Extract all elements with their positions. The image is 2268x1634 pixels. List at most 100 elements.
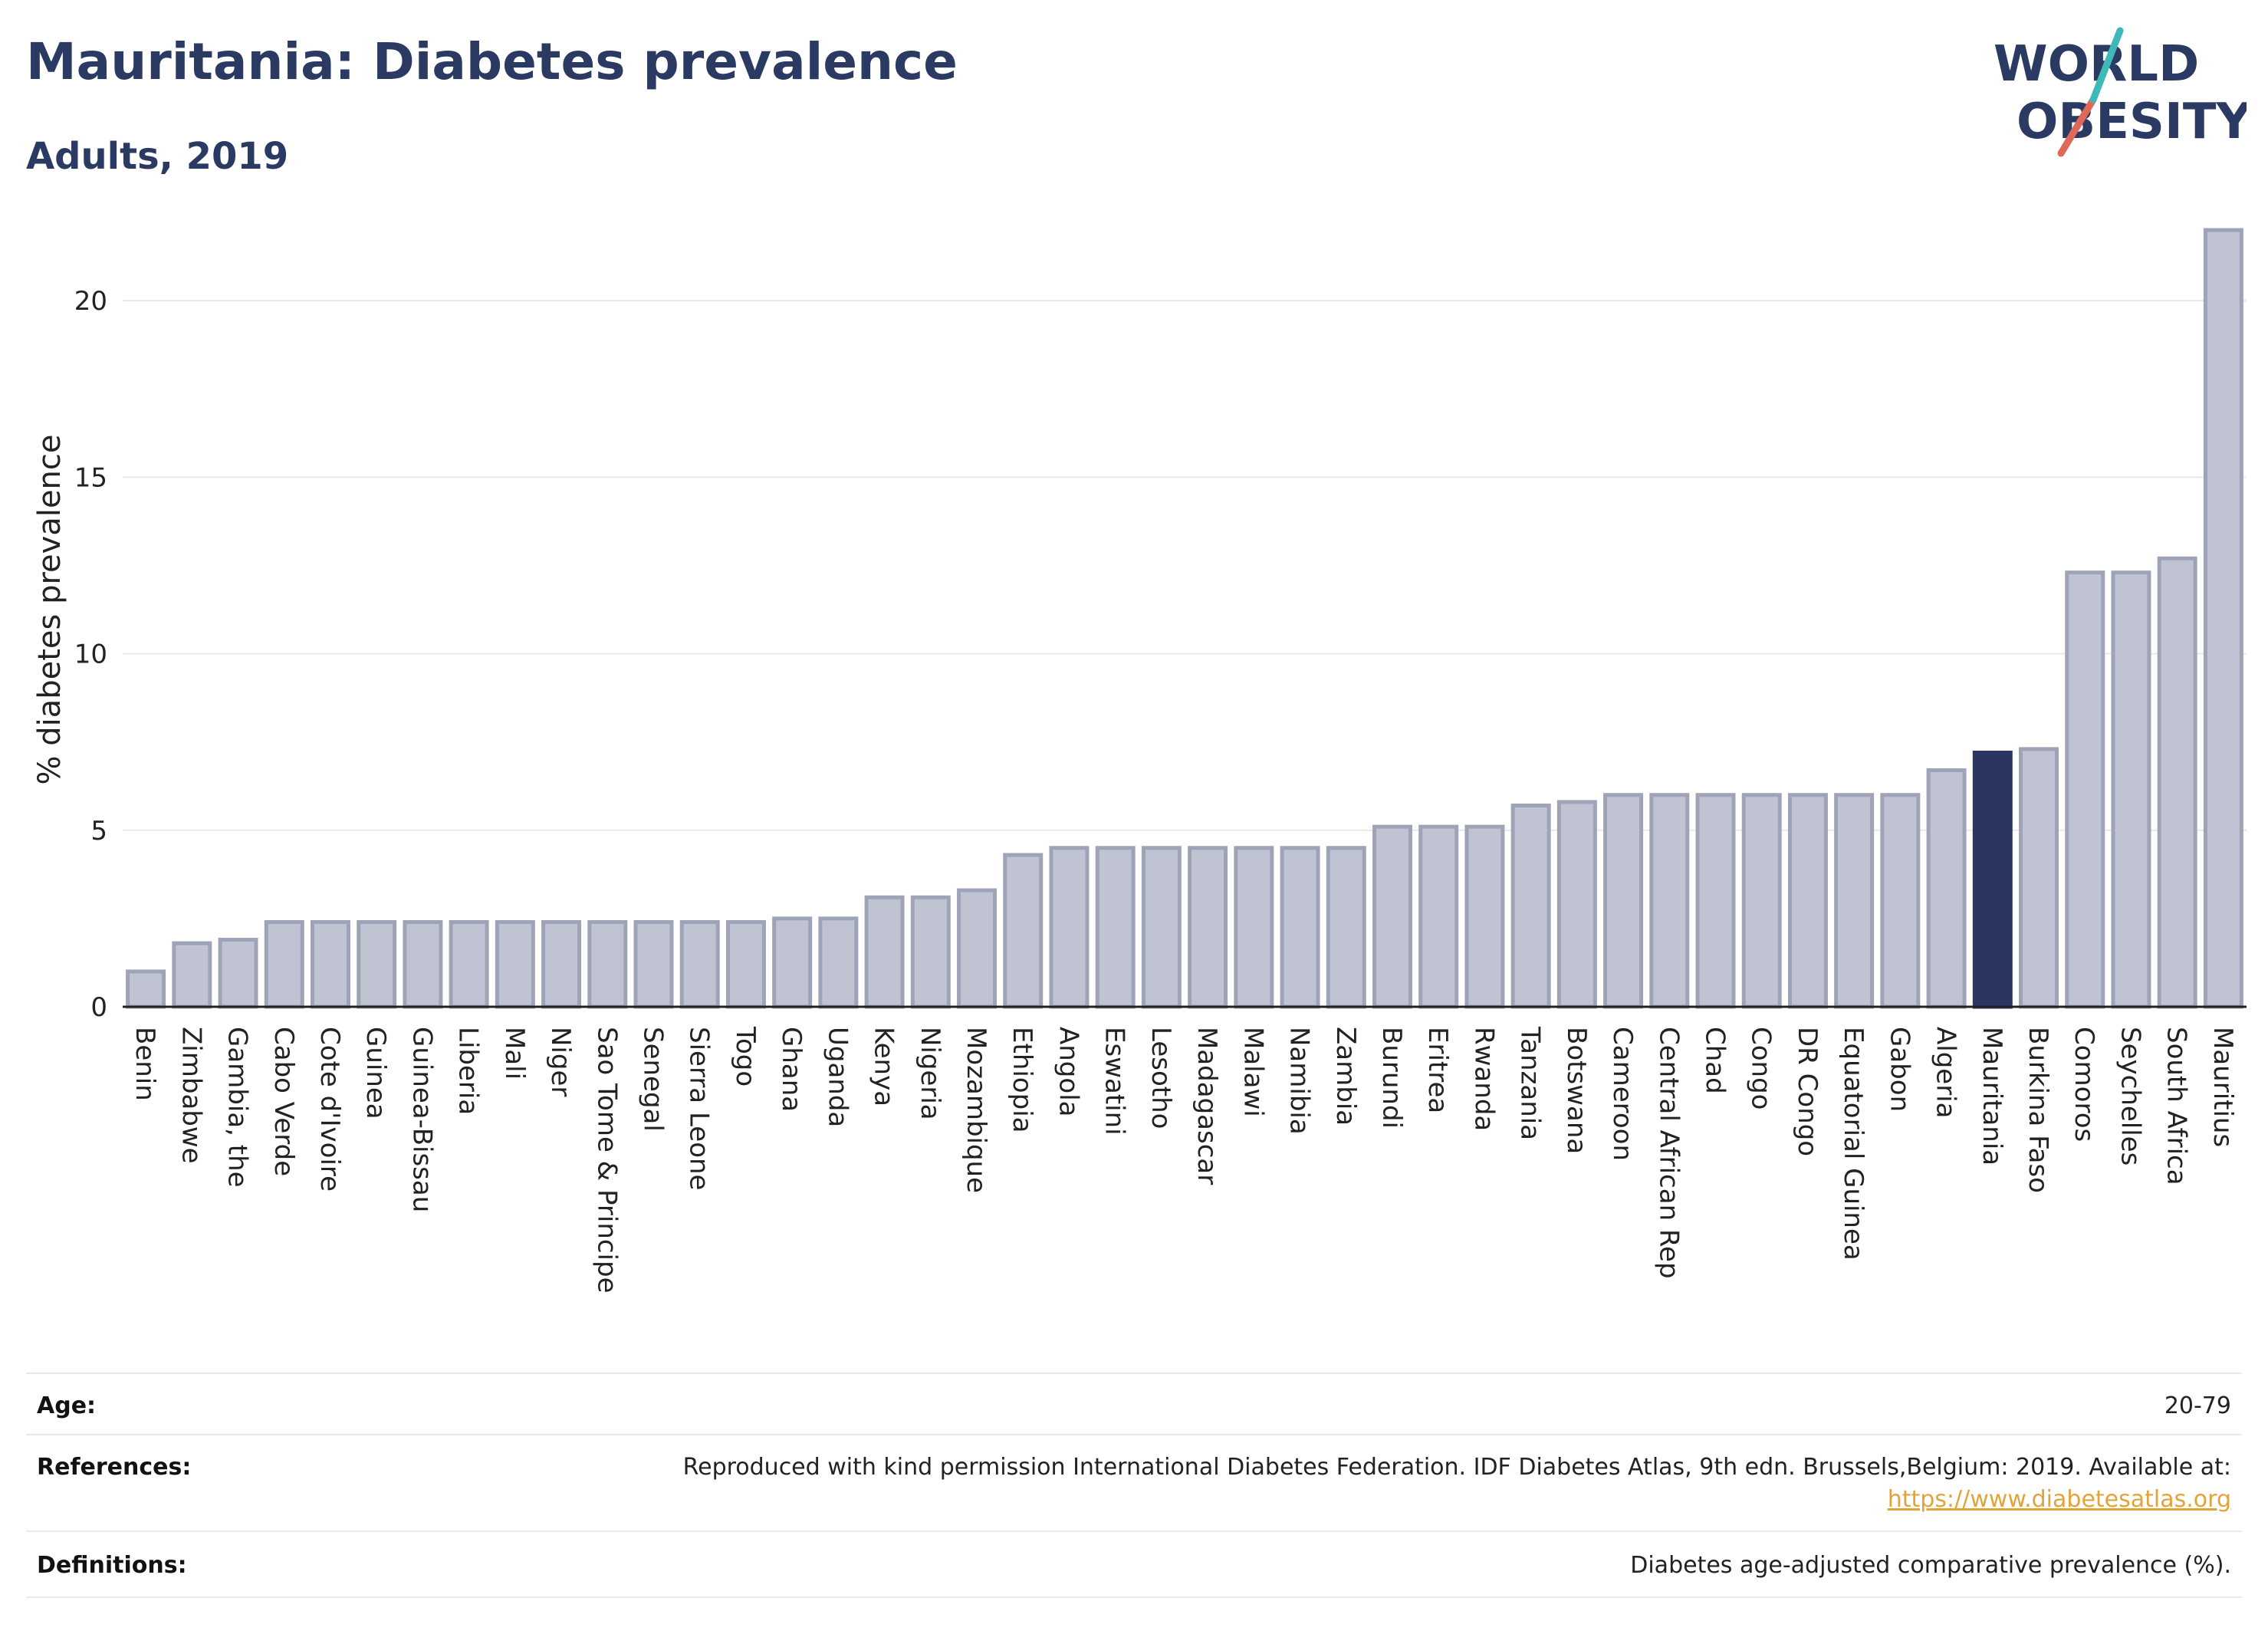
x-tick-labels: Benin Zimbabwe Gambia, the Cabo Verde Cote d… — [130, 1026, 2238, 1294]
x-tick-label: Comoros — [2069, 1027, 2099, 1142]
x-tick-label: Central African Rep — [1653, 1027, 1684, 1279]
x-tick-label: Cote d'Ivoire — [314, 1027, 345, 1192]
page-subtitle: Adults, 2019 — [26, 135, 289, 178]
definitions-value: Diabetes age-adjusted comparative preval… — [1630, 1552, 2231, 1579]
x-tick-label: Equatorial Guinea — [1838, 1027, 1869, 1261]
x-tick-label: Gambia, the — [222, 1027, 253, 1188]
x-tick-label: Cameroon — [1607, 1027, 1638, 1161]
bar-equatorial-guinea — [1834, 793, 1875, 1009]
svg-text:OBESITY: OBESITY — [2017, 94, 2247, 150]
bar-benin — [126, 969, 166, 1009]
bar-ethiopia — [1003, 853, 1044, 1009]
x-tick-label: Gabon — [1884, 1027, 1915, 1112]
x-tick-label: Ghana — [776, 1027, 807, 1112]
bar-botswana — [1556, 800, 1597, 1009]
x-tick-label: Lesotho — [1146, 1027, 1176, 1129]
grid-lines — [123, 300, 2247, 831]
references-label: References: — [37, 1454, 192, 1481]
world-obesity-logo: WORLD OBESITY — [1994, 27, 2247, 157]
bar-angola — [1049, 846, 1090, 1009]
bar-niger — [541, 919, 582, 1009]
bars — [126, 228, 2243, 1009]
bar-madagascar — [1188, 846, 1228, 1009]
x-tick-label: Eritrea — [1422, 1027, 1453, 1113]
x-tick-label: South Africa — [2161, 1027, 2192, 1185]
info-row-definitions: Definitions: Diabetes age-adjusted compa… — [26, 1530, 2242, 1598]
bar-chad — [1695, 793, 1736, 1009]
x-tick-label: Mauritius — [2207, 1027, 2238, 1147]
bar-liberia — [449, 919, 489, 1009]
x-tick-label: Malawi — [1238, 1027, 1268, 1117]
x-tick-label: Zimbabwe — [176, 1027, 206, 1164]
bar-burkina-faso — [2019, 747, 2059, 1009]
bar-mozambique — [957, 888, 998, 1009]
x-tick-label: Sao Tome & Principe — [591, 1027, 622, 1294]
x-tick-label: Ethiopia — [1007, 1027, 1037, 1133]
references-text: Reproduced with kind permission Internat… — [682, 1454, 2231, 1481]
bar-dr-congo — [1787, 793, 1828, 1009]
info-table: Age: 20-79 References: Reproduced with k… — [26, 1373, 2242, 1626]
x-tick-label: Mali — [499, 1027, 530, 1080]
x-tick-label: Seychelles — [2115, 1027, 2145, 1165]
x-tick-label: Liberia — [453, 1027, 484, 1115]
bar-cabo-verde — [264, 919, 304, 1009]
page-title: Mauritania: Diabetes prevalence — [26, 32, 958, 91]
definitions-label: Definitions: — [37, 1552, 187, 1579]
x-tick-label: Botswana — [1561, 1027, 1592, 1154]
bar-lesotho — [1141, 846, 1182, 1009]
bar-nigeria — [910, 895, 951, 1009]
info-row-references: References: Reproduced with kind permiss… — [26, 1434, 2242, 1532]
x-tick-label: Mauritania — [1977, 1027, 2007, 1165]
bar-sierra-leone — [679, 919, 720, 1009]
x-tick-label: Burkina Faso — [2023, 1027, 2053, 1193]
x-tick-label: Togo — [730, 1026, 761, 1087]
bar-rwanda — [1464, 824, 1505, 1009]
y-tick-label: 0 — [90, 992, 107, 1023]
bar-kenya — [864, 895, 905, 1009]
y-tick-label: 20 — [74, 286, 107, 317]
bar-congo — [1741, 793, 1782, 1009]
bar-eritrea — [1418, 824, 1459, 1009]
references-link[interactable]: https://www.diabetesatlas.org — [1887, 1486, 2231, 1513]
bar-central-african-rep — [1649, 793, 1690, 1009]
x-tick-label: Senegal — [638, 1027, 669, 1132]
bar-cameroon — [1603, 793, 1644, 1009]
x-tick-label: Rwanda — [1468, 1027, 1499, 1131]
bar-south-africa — [2157, 556, 2197, 1009]
bar-tanzania — [1510, 804, 1551, 1009]
bar-sao-tome-principe — [587, 919, 628, 1009]
bar-namibia — [1280, 846, 1320, 1009]
x-tick-label: Burundi — [1376, 1027, 1407, 1129]
x-tick-label: Kenya — [869, 1027, 899, 1106]
bar-guinea-bissau — [403, 919, 443, 1009]
y-tick-label: 15 — [74, 462, 107, 493]
x-tick-label: Chad — [1700, 1027, 1731, 1094]
bar-mali — [495, 919, 535, 1009]
x-tick-label: Angola — [1053, 1027, 1083, 1116]
y-axis-label: % diabetes prevalence — [32, 434, 67, 784]
bar-algeria — [1926, 768, 1967, 1009]
bar-mauritius — [2203, 228, 2243, 1009]
x-tick-label: Uganda — [822, 1027, 853, 1127]
x-tick-label: Eswatini — [1099, 1027, 1130, 1136]
x-tick-label: Algeria — [1931, 1027, 1961, 1118]
x-tick-label: Benin — [130, 1027, 160, 1101]
bar-chart: 0 5 10 15 20 Benin Zimbabwe Gambia, the Cabo Ve… — [32, 228, 2247, 1294]
age-value: 20-79 — [2164, 1392, 2231, 1419]
x-tick-label: Niger — [545, 1027, 576, 1096]
bar-ghana — [772, 916, 813, 1009]
bar-zambia — [1326, 846, 1366, 1009]
x-tick-label: Nigeria — [915, 1027, 945, 1120]
x-tick-label: Namibia — [1284, 1027, 1315, 1135]
x-tick-label: Tanzania — [1515, 1026, 1546, 1140]
bar-gambia-the — [218, 938, 258, 1009]
bar-seychelles — [2111, 570, 2151, 1009]
x-tick-label: Madagascar — [1192, 1027, 1222, 1185]
x-tick-label: Zambia — [1330, 1027, 1361, 1126]
x-tick-label: Mozambique — [961, 1027, 991, 1193]
bar-burundi — [1372, 824, 1412, 1009]
x-tick-label: Congo — [1746, 1027, 1777, 1110]
bar-uganda — [818, 916, 859, 1009]
bar-cote-d-ivoire — [310, 919, 350, 1009]
x-tick-label: Cabo Verde — [268, 1027, 299, 1176]
